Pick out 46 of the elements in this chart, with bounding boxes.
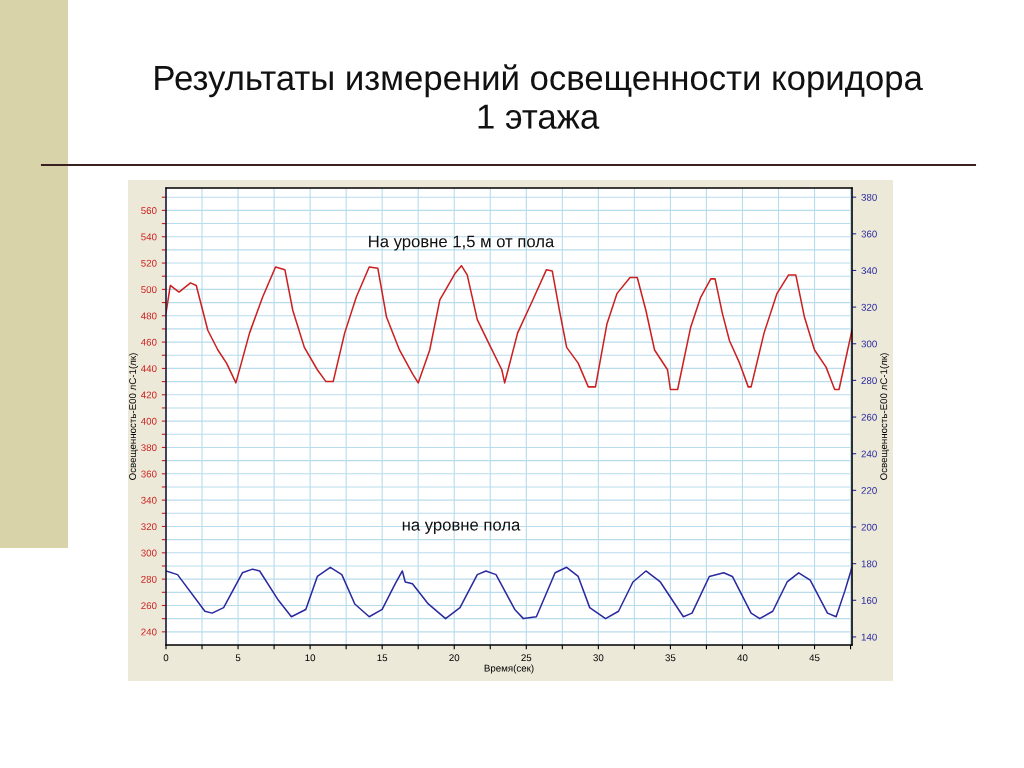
y-tick-label: 460 <box>140 338 157 346</box>
y2-tick-label: 180 <box>861 560 877 568</box>
y-tick-label: 320 <box>141 523 157 531</box>
y-tick-label: 440 <box>140 365 157 373</box>
x-tick-label: 45 <box>809 654 820 662</box>
y2-tick-label: 320 <box>861 303 877 311</box>
annotation: на уровне пола <box>402 521 521 534</box>
y-tick-label: 420 <box>140 391 157 399</box>
y2-tick-label: 220 <box>861 487 877 494</box>
y-tick-label: 260 <box>141 602 157 610</box>
y-tick-label: 500 <box>141 286 157 294</box>
x-tick-label: 15 <box>377 654 388 662</box>
y2-tick-label: 300 <box>861 340 877 348</box>
y2-tick-label: 160 <box>861 597 877 604</box>
x-tick-label: 5 <box>235 654 241 662</box>
y2-tick-label: 360 <box>861 230 877 238</box>
chart-title: Результаты измерений освещенности коридора 1 этажа <box>155 64 923 129</box>
y2-axis-title: Освещенность-E00 лС-1(лк) <box>880 353 890 480</box>
y-tick-label: 520 <box>141 259 157 267</box>
y2-tick-label: 240 <box>861 450 877 458</box>
y-axis-title: Освещенность-E00 лС-1(лк) <box>128 353 138 480</box>
y2-tick-label: 260 <box>861 413 877 421</box>
x-tick-label: 35 <box>665 654 676 662</box>
y-tick-label: 280 <box>141 575 157 583</box>
x-tick-label: 40 <box>737 654 748 662</box>
y-tick-label: 560 <box>141 207 157 215</box>
x-tick-label: 25 <box>521 654 532 662</box>
y-tick-label: 340 <box>141 496 157 504</box>
y-tick-label: 380 <box>141 444 157 452</box>
x-tick-label: 0 <box>163 654 169 662</box>
y2-tick-label: 380 <box>861 193 877 201</box>
x-tick-label: 30 <box>593 654 604 662</box>
x-tick-label: 10 <box>305 654 316 662</box>
x-tick-label: 20 <box>449 654 460 662</box>
y2-tick-label: 340 <box>861 267 877 275</box>
y-tick-label: 400 <box>140 417 157 425</box>
y-tick-label: 300 <box>141 549 157 557</box>
y2-tick-label: 200 <box>861 523 877 531</box>
x-axis-title: Время(сек) <box>484 664 534 674</box>
y-tick-label: 540 <box>141 233 157 241</box>
annotation: На уровне 1,5 м от пола <box>369 235 555 251</box>
y-tick-label: 480 <box>140 312 157 320</box>
y2-tick-label: 140 <box>861 633 877 641</box>
y-tick-label: 360 <box>141 470 157 478</box>
y2-tick-label: 280 <box>861 377 877 385</box>
y-tick-label: 240 <box>141 628 157 636</box>
